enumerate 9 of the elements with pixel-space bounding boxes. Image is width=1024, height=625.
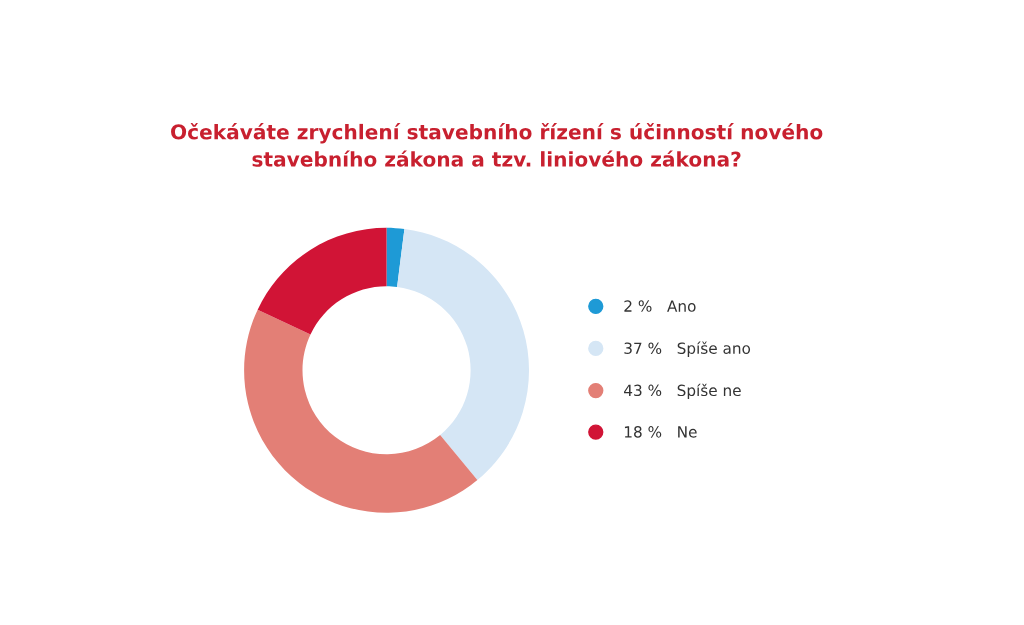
- donut-slice: [386, 227, 405, 287]
- donut-slice: [397, 228, 530, 481]
- legend-label: 37 % Spíše ano: [624, 341, 751, 357]
- legend-label: 43 % Spíše ne: [624, 383, 741, 400]
- chart-title: Očekáváte zrychlení stavebního řízení s účinností nového stavebního zákona a tzv. liniového zákona?: [171, 123, 823, 167]
- donut-slice: [244, 309, 478, 513]
- donut-slice: [257, 227, 387, 335]
- legend-label: 18 % Ne: [624, 426, 697, 438]
- legend-label: 2 % Ano: [624, 300, 696, 312]
